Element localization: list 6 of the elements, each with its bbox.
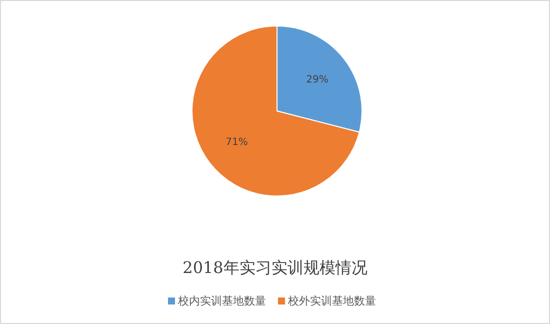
legend-label: 校外实训基地数量: [287, 294, 376, 308]
text: 2018年实习实训规模情况: [182, 258, 368, 277]
legend-label: 校内实训基地数量: [177, 294, 266, 308]
data-label: 29%: [306, 74, 328, 86]
data-label: 71%: [226, 136, 248, 148]
pie-slice: [192, 26, 360, 196]
